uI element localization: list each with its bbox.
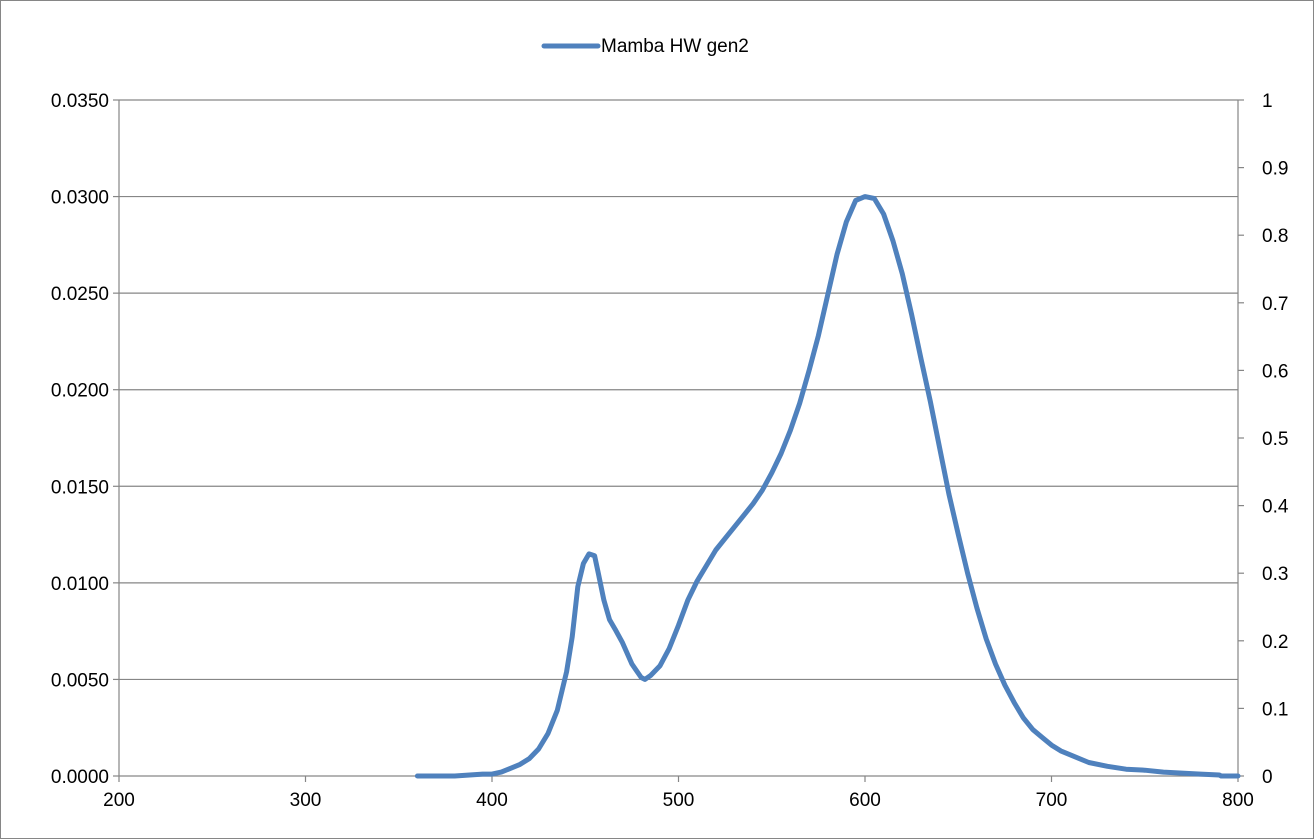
right-tick-label: 0 (1262, 767, 1273, 788)
x-tick-label: 500 (663, 790, 695, 811)
axes (118, 100, 1239, 777)
right-tick-label: 1 (1262, 91, 1273, 112)
x-axis-ticks: 200 300 400 500 600 700 800 (103, 776, 1254, 811)
x-tick-label: 200 (103, 790, 135, 811)
right-tick-label: 0.3 (1262, 564, 1288, 585)
left-tick-label: 0.0150 (51, 477, 109, 498)
right-tick-label: 0.6 (1262, 361, 1288, 382)
left-tick-label: 0.0100 (51, 574, 109, 595)
right-tick-label: 0.1 (1262, 699, 1288, 720)
x-tick-label: 700 (1036, 790, 1068, 811)
x-tick-label: 600 (849, 790, 881, 811)
x-tick-label: 300 (290, 790, 322, 811)
right-tick-label: 0.4 (1262, 497, 1289, 518)
legend: Mamba HW gen2 (541, 36, 749, 57)
left-tick-label: 0.0000 (51, 767, 109, 788)
left-tick-label: 0.0300 (51, 188, 109, 209)
x-tick-label: 800 (1222, 790, 1254, 811)
left-tick-label: 0.0250 (51, 284, 109, 305)
series-line (414, 194, 1241, 779)
right-axis-ticks: 0 0.1 0.2 0.3 0.4 0.5 0.6 0.7 0.8 0.9 1 (1238, 91, 1289, 788)
legend-label: Mamba HW gen2 (601, 36, 749, 57)
right-tick-label: 0.7 (1262, 294, 1288, 315)
right-tick-label: 0.8 (1262, 226, 1288, 247)
right-tick-label: 0.5 (1262, 429, 1288, 450)
series-layer (414, 194, 1241, 779)
left-axis-ticks: 0.0000 0.0050 0.0100 0.0150 0.0200 0.0250 0.03… (51, 91, 119, 788)
left-tick-label: 0.0050 (51, 670, 109, 691)
right-tick-label: 0.9 (1262, 159, 1288, 180)
x-tick-label: 400 (476, 790, 508, 811)
left-tick-label: 0.0350 (51, 91, 109, 112)
right-tick-label: 0.2 (1262, 632, 1288, 653)
left-tick-label: 0.0200 (51, 381, 109, 402)
gridlines (119, 99, 1238, 681)
